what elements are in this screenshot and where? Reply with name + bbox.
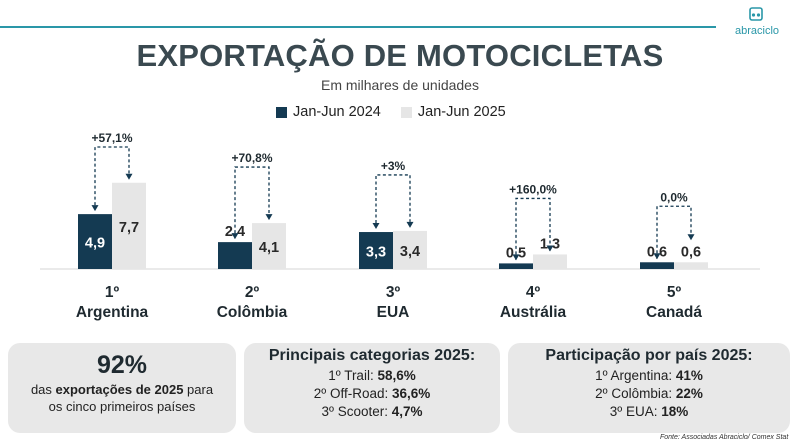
bar-2024	[359, 232, 393, 269]
share-box: 92% das exportações de 2025 para os cinc…	[8, 343, 236, 433]
rank-label: 1º	[105, 284, 120, 301]
change-label: +70,8%	[231, 151, 272, 165]
bar-value-label: 3,3	[366, 245, 386, 261]
arrow-head	[512, 254, 520, 261]
country-row: 1º Argentina: 41%	[595, 368, 703, 383]
change-label: +3%	[381, 159, 406, 173]
legend-label-2024: Jan-Jun 2024	[293, 104, 381, 120]
bar-2025	[533, 254, 567, 269]
category-label: Colômbia	[217, 304, 288, 321]
legend-item-2025: Jan-Jun 2025	[400, 104, 506, 120]
header-rule	[0, 26, 716, 28]
legend-label-2025: Jan-Jun 2025	[417, 104, 506, 120]
change-bracket	[515, 197, 551, 255]
category-label: Argentina	[76, 304, 149, 321]
share-line-1: das exportações de 2025 para	[30, 382, 214, 397]
bar-2024	[640, 262, 674, 269]
rank-label: 4º	[526, 284, 541, 301]
arrow-head	[372, 223, 380, 230]
bar-2024	[218, 242, 252, 269]
bar-chart: 4,97,7+57,1%1ºArgentina2,44,1+70,8%2ºCol…	[40, 131, 760, 321]
bar-2024	[78, 214, 112, 269]
rank-label: 2º	[245, 284, 260, 301]
category-label: EUA	[377, 304, 410, 321]
bar-2025	[674, 262, 708, 269]
arrow-head	[406, 221, 414, 228]
bar-2025	[393, 230, 427, 269]
bar-value-label: 1,3	[540, 236, 560, 252]
arrow-head	[265, 214, 273, 221]
arrow-head	[546, 245, 554, 252]
bar-2025	[252, 223, 286, 269]
arrow-head	[653, 253, 661, 260]
chart-legend: Jan-Jun 2024 Jan-Jun 2025	[276, 104, 526, 120]
legend-swatch-2024	[276, 106, 287, 118]
bar-value-label: 4,9	[85, 236, 105, 252]
countries-title: Participação por país 2025:	[545, 347, 753, 364]
arrow-head	[125, 173, 133, 180]
bar-value-label: 4,1	[259, 240, 279, 256]
page-title: EXPORTAÇÃO DE MOTOCICLETAS	[136, 38, 664, 73]
categories-title: Principais categorias 2025:	[268, 347, 476, 364]
bar-2024	[499, 263, 533, 269]
source-note: Fonte: Associadas Abraciclo/ Comex Stat	[660, 434, 789, 441]
country-row: 2º Colômbia: 22%	[595, 386, 703, 401]
bar-2025	[112, 182, 146, 269]
change-bracket	[375, 174, 411, 224]
category-row: 2º Off-Road: 36,6%	[313, 386, 431, 401]
change-label: 0,0%	[660, 190, 688, 204]
legend-item-2024: Jan-Jun 2024	[276, 104, 381, 120]
share-line-2: os cinco primeiros países	[48, 399, 196, 414]
change-bracket	[94, 146, 130, 206]
country-row: 3º EUA: 18%	[609, 404, 689, 419]
bar-value-label: 7,7	[119, 220, 139, 236]
category-row: 1º Trail: 58,6%	[328, 368, 416, 383]
legend-swatch-2025	[400, 106, 412, 118]
categories-box: Principais categorias 2025: 1º Trail: 58…	[244, 343, 500, 433]
logo-text: abraciclo	[735, 25, 779, 37]
change-label: +57,1%	[91, 131, 132, 145]
rank-label: 3º	[386, 284, 401, 301]
category-label: Canadá	[646, 304, 702, 321]
bar-value-label: 3,4	[400, 244, 420, 260]
arrow-head	[91, 205, 99, 212]
abraciclo-logo: abraciclo	[722, 6, 792, 42]
share-percentage: 92%	[96, 351, 148, 379]
countries-box: Participação por país 2025: 1º Argentina…	[508, 343, 790, 433]
category-label: Austrália	[500, 304, 567, 321]
bar-value-label: 0,6	[681, 244, 701, 260]
change-bracket	[234, 166, 270, 234]
arrow-head	[687, 234, 695, 241]
page-subtitle: Em milhares de unidades	[321, 77, 479, 93]
category-row: 3º Scooter: 4,7%	[321, 404, 423, 419]
rank-label: 5º	[667, 284, 682, 301]
arrow-head	[231, 233, 239, 240]
change-bracket	[656, 205, 692, 254]
change-label: +160,0%	[509, 182, 557, 196]
